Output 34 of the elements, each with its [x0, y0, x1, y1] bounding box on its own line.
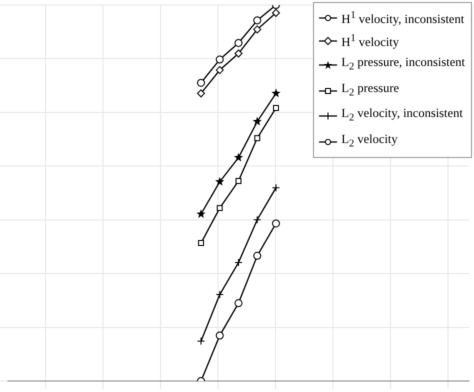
point — [271, 88, 281, 98]
point — [272, 219, 280, 228]
point — [215, 176, 224, 186]
point — [234, 299, 242, 308]
legend-label: H$^{1}$ velocity — [341, 32, 400, 52]
point — [216, 205, 223, 212]
legend-label: L$_{2}$ velocity, inconsistent — [341, 105, 463, 126]
point — [196, 209, 206, 218]
point — [234, 50, 242, 58]
point — [198, 240, 204, 246]
point — [216, 290, 224, 299]
point — [253, 25, 262, 34]
point — [253, 216, 262, 224]
point — [197, 337, 206, 346]
point — [234, 152, 244, 162]
point — [216, 332, 224, 340]
point — [234, 38, 242, 47]
point — [234, 258, 242, 267]
legend-label: H$^{1}$ velocity, inconsistent — [341, 9, 464, 28]
point — [216, 56, 224, 64]
point — [253, 252, 262, 260]
point — [197, 78, 206, 87]
point — [272, 8, 280, 17]
point — [253, 16, 262, 24]
point — [272, 184, 280, 192]
legend-label: L$_{2}$ pressure, inconsistent — [341, 54, 465, 75]
point — [252, 116, 262, 126]
legend-label: L$_{2}$ pressure — [341, 80, 400, 100]
point — [273, 105, 279, 111]
point — [254, 135, 260, 142]
legend-label: L$_{2}$ velocity — [341, 130, 398, 152]
point — [216, 66, 224, 74]
point — [197, 89, 206, 98]
point — [236, 178, 242, 184]
